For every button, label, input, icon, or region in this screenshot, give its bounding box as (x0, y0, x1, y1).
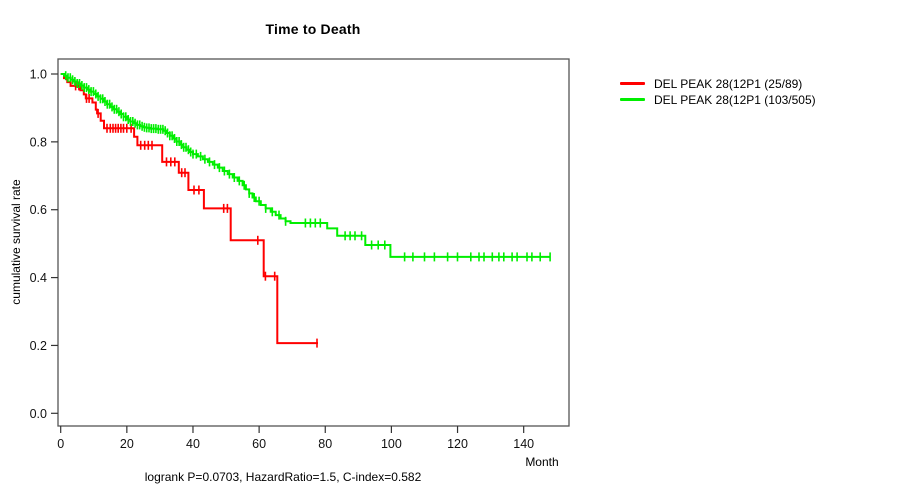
km-step-line (60, 73, 318, 345)
legend-label-group1: DEL PEAK 28(12P1 (25/89) (654, 76, 803, 91)
x-tick-label: 60 (252, 437, 266, 451)
y-tick-label: 0.0 (30, 407, 47, 421)
legend-item-group1: DEL PEAK 28(12P1 (25/89) (620, 76, 816, 91)
chart-title: Time to Death (265, 21, 361, 37)
legend-line-swatch-green (620, 98, 645, 101)
x-tick-label: 0 (57, 437, 64, 451)
stats-footnote: logrank P=0.0703, HazardRatio=1.5, C-ind… (144, 470, 422, 484)
x-tick-label: 120 (447, 437, 468, 451)
x-tick-label: 100 (381, 437, 402, 451)
legend-label-group2: DEL PEAK 28(12P1 (103/505) (654, 92, 816, 107)
x-tick-label: 80 (318, 437, 332, 451)
y-tick-label: 0.4 (30, 271, 47, 285)
y-tick-label: 1.0 (30, 68, 47, 82)
legend-item-group2: DEL PEAK 28(12P1 (103/505) (620, 92, 816, 107)
legend: DEL PEAK 28(12P1 (25/89) DEL PEAK 28(12P… (620, 76, 816, 107)
plot-box (57, 58, 570, 427)
y-tick-label: 0.2 (30, 339, 47, 353)
x-tick-label: 20 (120, 437, 134, 451)
y-tick-label: 0.8 (30, 135, 47, 149)
green-survival-curve (60, 71, 551, 262)
km-step-line (60, 73, 551, 258)
x-tick-label: 40 (186, 437, 200, 451)
legend-line-swatch-red (620, 82, 645, 85)
x-axis-label: Month (525, 455, 559, 469)
x-tick-label: 140 (513, 437, 534, 451)
y-tick-label: 0.6 (30, 203, 47, 217)
